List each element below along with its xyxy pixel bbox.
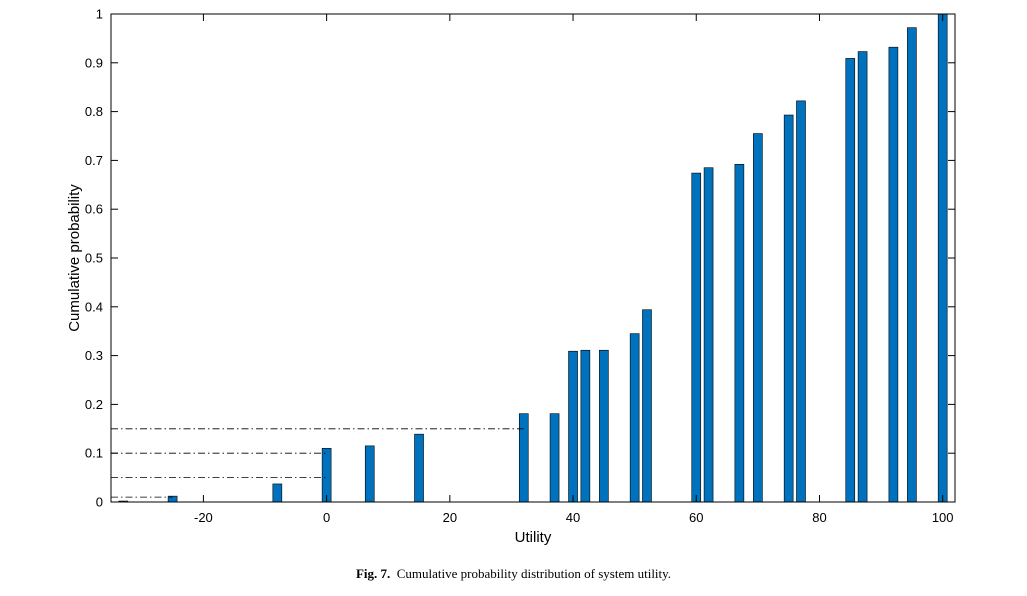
x-tick-label: 60 — [689, 510, 703, 525]
bar — [414, 433, 424, 503]
bar — [272, 483, 283, 503]
y-tick-label: 0 — [96, 495, 103, 510]
y-tick-label: 0.4 — [85, 299, 103, 314]
bar — [857, 51, 868, 503]
bar — [888, 46, 899, 503]
x-axis-ticks: -20 0 20 40 60 80 100 — [194, 14, 954, 525]
y-tick-label: 0.1 — [85, 446, 103, 461]
bar — [845, 58, 856, 503]
y-tick-label: 0.7 — [85, 153, 103, 168]
bar — [580, 349, 591, 503]
bar — [642, 309, 652, 503]
x-tick-label: 40 — [566, 510, 580, 525]
y-tick-label: 0.6 — [85, 202, 103, 217]
bar — [568, 350, 578, 503]
figure-caption-label: Fig. 7. — [355, 566, 391, 581]
y-tick-label: 0.8 — [85, 104, 103, 119]
bar — [734, 164, 745, 503]
bar — [321, 448, 332, 503]
bar — [549, 413, 560, 503]
bar — [364, 445, 375, 503]
y-tick-label: 0.5 — [85, 251, 103, 266]
bar — [691, 172, 702, 503]
x-tick-label: 0 — [323, 510, 330, 525]
y-tick-label: 0.9 — [85, 55, 103, 70]
bar — [518, 413, 529, 503]
bar — [703, 167, 714, 503]
y-tick-label: 0.3 — [85, 348, 103, 363]
reference-lines-group — [111, 428, 524, 498]
bar — [599, 349, 609, 503]
x-tick-label: 20 — [443, 510, 457, 525]
x-tick-label: 80 — [812, 510, 826, 525]
y-tick-label: 0.2 — [85, 397, 103, 412]
bar — [907, 27, 917, 503]
y-axis-ticks: 0 0.1 0.2 0.3 0.4 0.5 0.6 0.7 0.8 0.9 1 — [85, 7, 955, 510]
x-tick-label: 100 — [932, 510, 954, 525]
y-axis-title: Cumulative probability — [66, 184, 83, 332]
bar — [629, 333, 640, 503]
bars-group — [118, 13, 948, 503]
y-tick-label: 1 — [96, 7, 103, 22]
x-tick-label: -20 — [194, 510, 213, 525]
bar — [796, 100, 806, 503]
figure-caption-text: Cumulative probability distribution of s… — [396, 566, 672, 581]
bar — [783, 114, 794, 503]
x-axis-title: Utility — [515, 529, 552, 546]
bar — [937, 13, 948, 503]
bar — [753, 133, 763, 503]
figure-caption: Fig. 7. Cumulative probability distribut… — [0, 566, 1027, 582]
chart: -20 0 20 40 60 80 100 0 0.1 0.2 0.3 0.4 0.5 0.6 0.7 0.… — [66, 7, 956, 546]
